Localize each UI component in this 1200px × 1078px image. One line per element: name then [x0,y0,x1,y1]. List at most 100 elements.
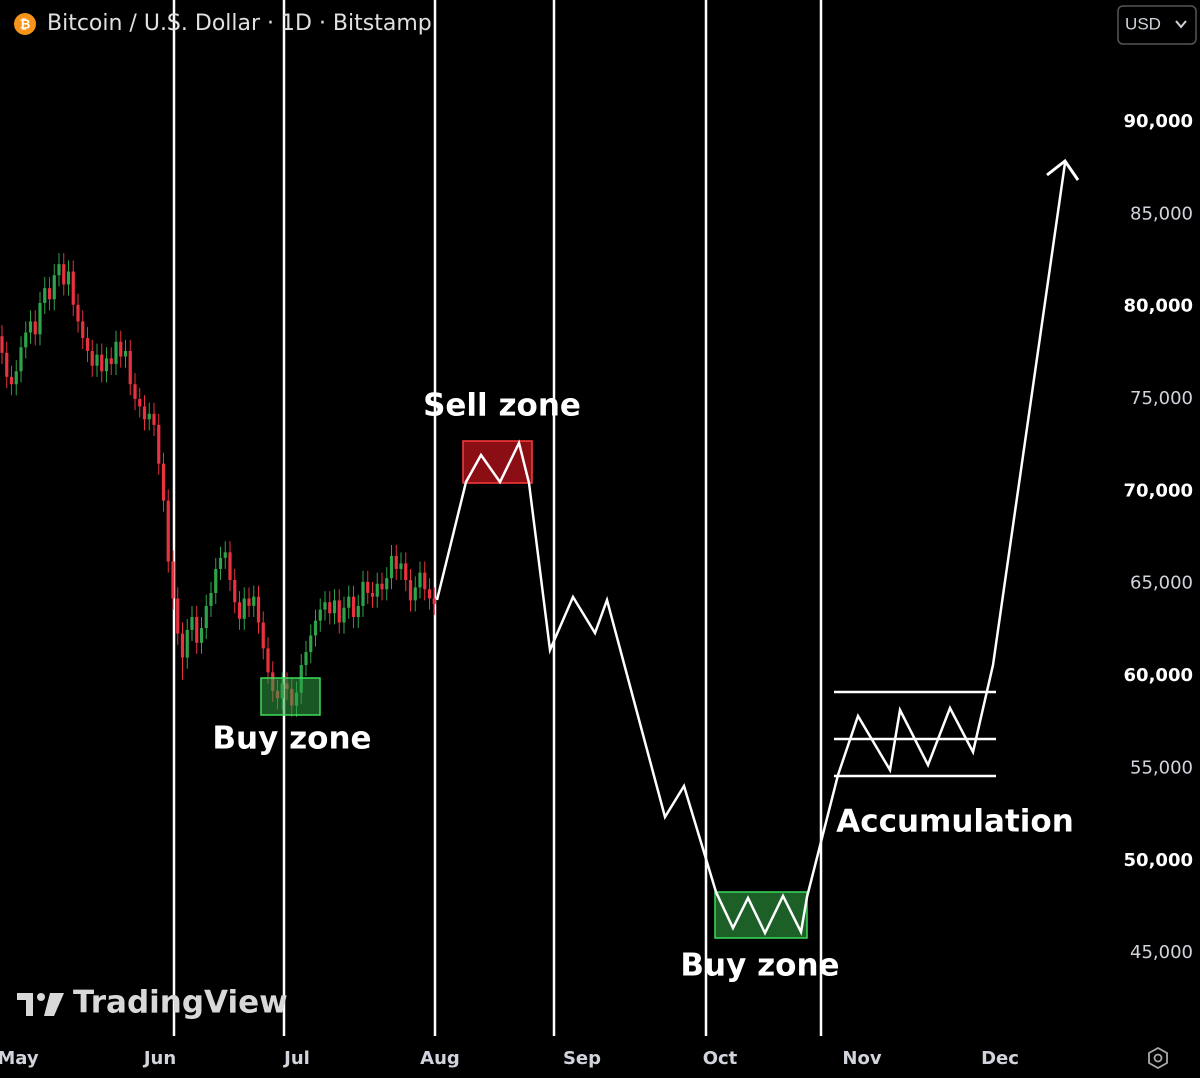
y-tick-label: 50,000 [1124,850,1193,871]
candle-body [71,271,75,305]
candle-body [404,563,408,581]
candle-body [385,578,389,590]
candle-body [361,581,365,606]
logo-part [17,993,33,1000]
candle-body [195,616,199,643]
candle-body [166,500,170,562]
candle-body [394,556,398,569]
candle-body [389,556,394,579]
candle-body [171,561,175,599]
candle-body [85,338,90,351]
candle-body [19,347,23,372]
candle-body [223,552,227,558]
y-tick-label: 55,000 [1130,757,1193,778]
bitcoin-icon-glyph: ₿ [20,16,31,31]
projection-path [435,162,1067,936]
y-tick-label: 75,000 [1130,388,1193,409]
x-tick-label: Jun [142,1048,176,1069]
candle-body [413,587,417,601]
watermark-logo [17,993,64,1016]
candle-body [185,629,189,658]
candle-body [375,583,379,597]
y-tick-label: 85,000 [1130,203,1193,224]
candle-body [261,622,265,649]
candle-body [104,358,109,372]
x-tick-label: Dec [981,1048,1019,1069]
candle-body [90,350,94,366]
candle-body [237,602,242,619]
watermark-text: TradingView [73,985,288,1021]
currency-button[interactable] [1117,5,1197,45]
candle-body [408,580,413,601]
buy-zone-label: Buy zone [212,721,371,757]
candle-body [418,572,422,588]
candle-body [247,598,251,606]
y-tick-label: 45,000 [1130,942,1193,963]
projection-arrowhead [1046,158,1080,181]
candle-body [138,399,142,407]
candle-body [47,288,52,300]
candle-body [332,600,337,614]
candle-body [218,557,223,569]
candle-body [52,275,56,300]
candle-body [95,354,99,366]
candle-body [24,332,28,348]
candle-body [380,583,384,590]
settings-icon-center[interactable] [1153,1053,1163,1063]
candle-body [43,288,47,303]
x-tick-label: Aug [420,1048,460,1069]
candle-body [228,552,232,581]
candle-body [57,264,61,276]
y-tick-label: 60,000 [1124,665,1193,686]
candle-body [38,302,42,335]
candle-body [242,598,246,619]
candle-body [152,413,156,425]
candle-body [432,598,436,605]
candle-body [214,568,218,593]
candle-body [256,596,261,623]
candle-body [337,600,341,623]
currency-label[interactable]: USD [1125,14,1161,33]
currency-caret[interactable] [1175,20,1187,29]
candle-body [252,596,256,606]
y-tick-label: 80,000 [1124,296,1193,317]
candle-body [323,602,327,610]
candle-body [266,648,270,673]
candle-body [9,376,14,385]
candle-body [123,350,128,357]
candle-body [14,371,18,385]
vertical-lines [172,0,823,1036]
candle-body [399,563,403,569]
candle-body [176,598,180,634]
candle-body [161,463,166,501]
logo-part [37,993,45,1001]
candle-body [109,358,113,364]
candle-body [427,589,432,599]
candle-body [133,384,137,400]
candle-body [233,580,237,603]
candle-body [28,321,33,333]
candle-body [128,350,132,385]
y-tick-label: 65,000 [1130,573,1193,594]
x-tick-label: May [0,1048,39,1069]
x-tick-label: Nov [842,1048,881,1069]
candle-body [81,321,85,339]
logo-part [26,993,33,1016]
accumulation-label: Accumulation [836,804,1074,840]
buy-zone-label: Buy zone [680,948,839,984]
candle-body [204,605,208,629]
candle-body [0,336,4,353]
bitcoin-icon [14,13,36,35]
candle-body [119,341,123,357]
candles [0,253,436,717]
candle-body [351,596,356,617]
candle-body [347,596,351,608]
candle-body [76,304,80,322]
candle-body [370,592,375,597]
x-tick-label: Sep [563,1048,601,1069]
candle-body [190,616,194,630]
candle-body [66,271,71,285]
settings-button[interactable] [1148,1046,1168,1070]
